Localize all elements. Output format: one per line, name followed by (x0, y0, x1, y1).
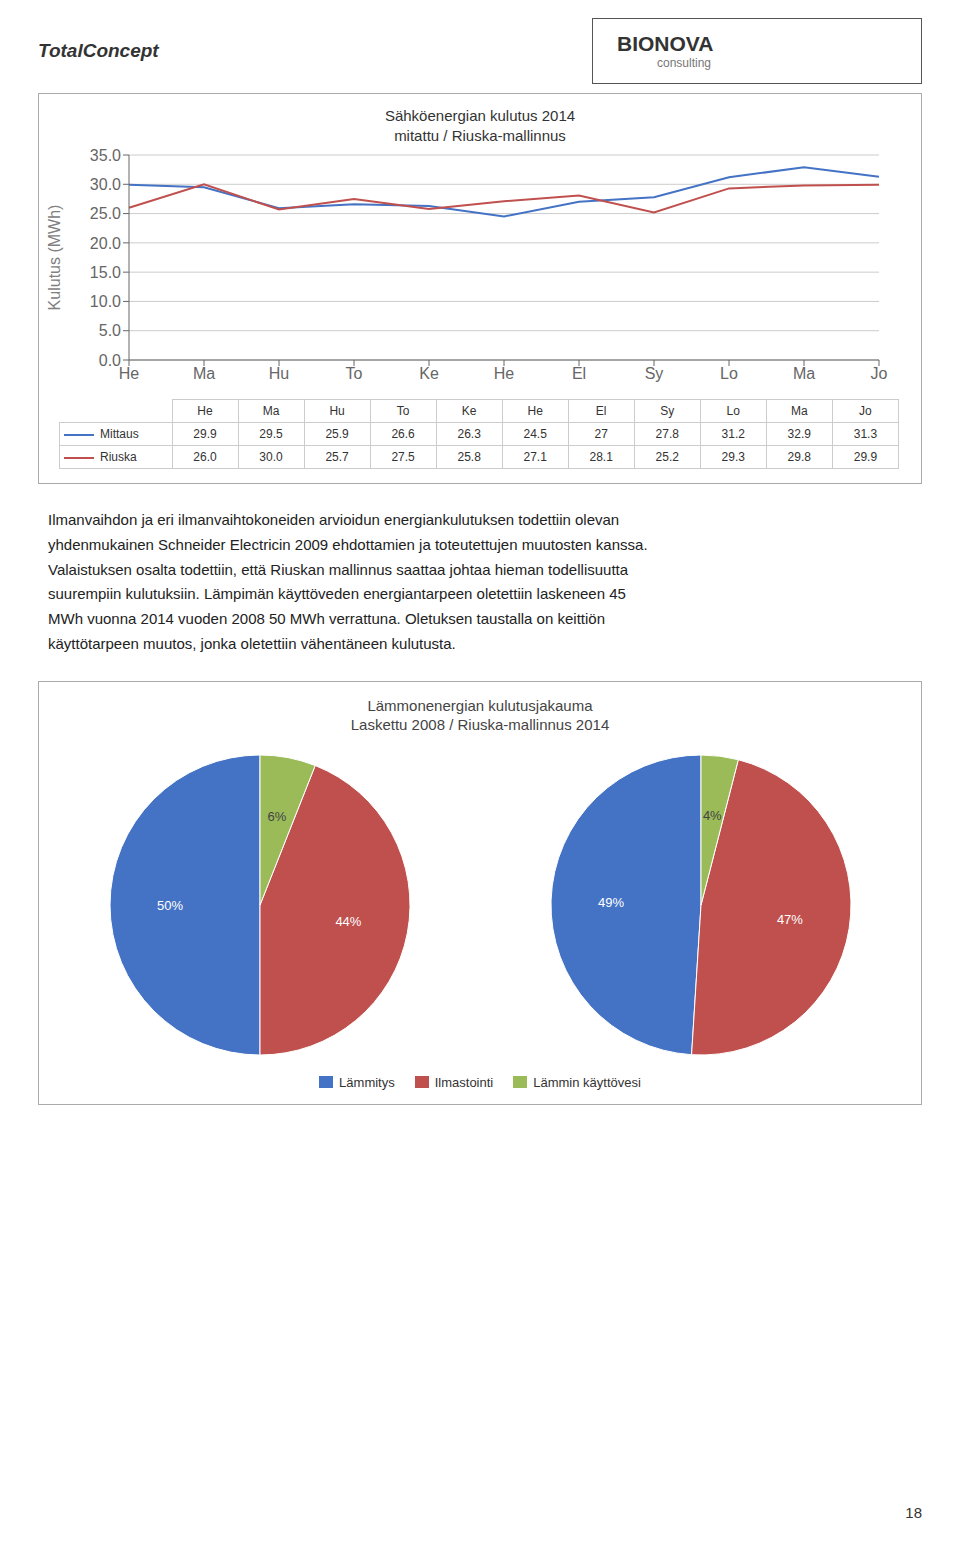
svg-text:Ma: Ma (193, 365, 215, 382)
svg-text:Hu: Hu (269, 365, 289, 382)
svg-text:5.0: 5.0 (99, 322, 121, 339)
html-text:27.5: 27.5 (391, 450, 415, 464)
html-text:18: 18 (905, 1504, 922, 1521)
svg-text:To: To (346, 365, 363, 382)
svg-text:15.0: 15.0 (90, 264, 121, 281)
svg-text:Ma: Ma (793, 365, 815, 382)
html-text:32.9: 32.9 (787, 427, 811, 441)
html-text:Jo: Jo (859, 404, 872, 418)
html-text:31.2: 31.2 (721, 427, 745, 441)
html-text:24.5: 24.5 (523, 427, 547, 441)
html-text:MWh vuonna 2014 vuoden 2008 50: MWh vuonna 2014 vuoden 2008 50 MWh verra… (48, 610, 605, 627)
html-text:Ma: Ma (262, 404, 280, 418)
svg-text:47%: 47% (776, 911, 802, 926)
html-text:To: To (396, 404, 410, 418)
svg-text:44%: 44% (335, 914, 361, 929)
html-text:Lo: Lo (726, 404, 740, 418)
html-text:He: He (527, 404, 543, 418)
svg-text:El: El (572, 365, 586, 382)
svg-text:10.0: 10.0 (90, 293, 121, 310)
svg-text:25.0: 25.0 (90, 205, 121, 222)
html-text:Lämmitys: Lämmitys (339, 1074, 395, 1090)
html-text:Lämmonenergian kulutusjakauma: Lämmonenergian kulutusjakauma (367, 696, 593, 714)
html-text:Ke: Ke (461, 404, 477, 418)
html-text:29.9: 29.9 (853, 450, 878, 464)
html-text:29.3: 29.3 (721, 450, 745, 464)
svg-text:Sy: Sy (645, 365, 664, 382)
html-text:25.8: 25.8 (457, 450, 481, 464)
html-text:suurempiin kulutuksiin. Lämpim: suurempiin kulutuksiin. Lämpimän käyttöv… (48, 585, 626, 603)
html-text:Mittaus: Mittaus (100, 427, 139, 441)
html-text:Valaistuksen osalta todettiin,: Valaistuksen osalta todettiin, että Rius… (48, 560, 629, 578)
html-text:29.8: 29.8 (787, 450, 811, 464)
svg-text:He: He (494, 365, 515, 382)
html-text:Ilmastointi: Ilmastointi (434, 1074, 494, 1090)
html-text:Riuska: Riuska (100, 450, 137, 464)
html-text:26.0: 26.0 (193, 450, 217, 464)
html-text:31.3: 31.3 (853, 427, 878, 441)
svg-text:Jo: Jo (871, 365, 888, 382)
html-text:yhdenmukainen Schneider Electr: yhdenmukainen Schneider Electricin 2009 … (48, 535, 648, 553)
html-text:27.1: 27.1 (523, 450, 547, 464)
html-text:28.1: 28.1 (589, 450, 613, 464)
html-text:26.6: 26.6 (391, 427, 415, 441)
html-text:BIO NOVA: BIO NOVA (617, 31, 714, 55)
svg-text:Lo: Lo (720, 365, 738, 382)
svg-text:20.0: 20.0 (90, 235, 121, 252)
html-text:Sy: Sy (660, 404, 675, 418)
html-text:Ma: Ma (791, 404, 808, 418)
html-text:30.0: 30.0 (259, 450, 283, 464)
html-text:27.8: 27.8 (655, 427, 679, 441)
html-text:consulting: consulting (657, 55, 711, 70)
html-text:Total Concept: Total Concept (38, 39, 159, 61)
svg-text:Kulutus (MWh): Kulutus (MWh) (46, 205, 63, 311)
html-text:Laskettu 2008 / Riuska-mallinn: Laskettu 2008 / Riuska-mallinnus 2014 (350, 716, 610, 733)
svg-text:He: He (119, 365, 140, 382)
html-text:25.9: 25.9 (325, 427, 349, 441)
html-text:27: 27 (594, 427, 608, 441)
svg-text:49%: 49% (598, 894, 624, 909)
svg-text:Ke: Ke (419, 365, 439, 382)
html-text:25.7: 25.7 (325, 450, 349, 464)
html-text:El: El (595, 404, 607, 418)
html-text:mitattu / Riuska-mallinnus: mitattu / Riuska-mallinnus (394, 126, 566, 144)
html-text:Ilmanvaihdon ja eri ilmanvaiht: Ilmanvaihdon ja eri ilmanvaihtokoneiden … (48, 511, 620, 528)
svg-text:30.0: 30.0 (90, 176, 121, 193)
svg-text:50%: 50% (156, 897, 182, 912)
html-text:25.2: 25.2 (655, 450, 679, 464)
html-text:29.9: 29.9 (193, 427, 217, 441)
html-text:Hu: Hu (329, 404, 345, 418)
svg-text:0.0: 0.0 (99, 352, 121, 369)
html-text:käyttötarpeen muutos, jonka ol: käyttötarpeen muutos, jonka oletettiin v… (48, 634, 456, 652)
html-text:Sähköenergian kulutus 2014: Sähköenergian kulutus 2014 (384, 107, 576, 124)
svg-text:35.0: 35.0 (90, 147, 121, 164)
svg-text:6%: 6% (267, 809, 286, 824)
html-text:29.5: 29.5 (259, 427, 283, 441)
svg-text:4%: 4% (702, 808, 721, 823)
html-text:He: He (197, 404, 213, 418)
html-text:26.3: 26.3 (457, 427, 481, 441)
html-text:Lämmin käyttövesi: Lämmin käyttövesi (533, 1074, 641, 1090)
